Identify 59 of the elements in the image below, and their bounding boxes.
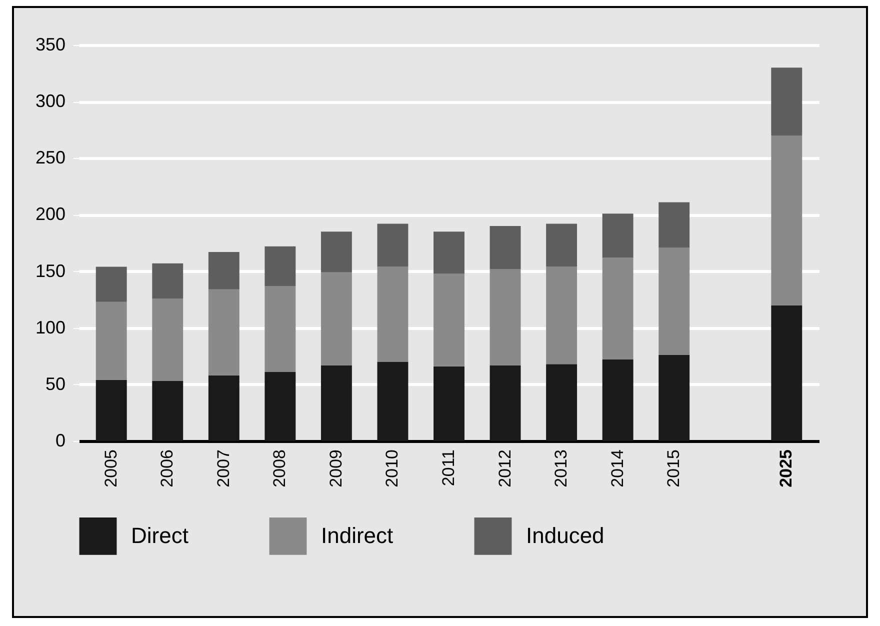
- bar: [490, 269, 521, 366]
- x-tick-label: 2015: [664, 450, 684, 488]
- bar: [546, 266, 578, 364]
- bar: [434, 232, 464, 274]
- bar: [152, 381, 184, 441]
- bar: [208, 289, 240, 376]
- bar: [96, 266, 127, 302]
- y-tick-label: 350: [35, 34, 66, 54]
- bar: [152, 298, 184, 382]
- bar: [208, 252, 240, 290]
- bar: [771, 136, 802, 306]
- bar: [320, 232, 352, 272]
- x-tick-label: 2014: [608, 450, 627, 488]
- bar: [771, 305, 802, 441]
- bar: [602, 258, 634, 360]
- x-tick-label: 2011: [439, 450, 458, 486]
- bar: [658, 202, 690, 248]
- bar: [320, 272, 352, 366]
- y-tick-label: 200: [35, 204, 66, 224]
- x-tick-label: 2007: [214, 450, 233, 488]
- x-tick-label: 2006: [158, 450, 177, 488]
- x-tick-label: 2008: [270, 450, 290, 488]
- bar: [546, 364, 578, 441]
- bar: [377, 224, 408, 267]
- bar: [434, 274, 464, 366]
- bar: [658, 248, 690, 356]
- bar: [264, 372, 296, 441]
- x-tick-label: 2013: [552, 450, 571, 488]
- x-tick-label: 2010: [382, 450, 402, 488]
- bar: [434, 366, 464, 441]
- y-tick-label: 100: [35, 317, 66, 338]
- y-tick-label: 0: [55, 430, 66, 450]
- x-tick-label: 2005: [101, 450, 120, 488]
- y-tick-label: 250: [35, 148, 66, 168]
- bar: [377, 362, 408, 441]
- x-tick-label: 2012: [495, 450, 514, 488]
- y-tick-label: 300: [35, 91, 66, 112]
- bar: [208, 375, 240, 441]
- bar: [490, 226, 521, 270]
- bar: [264, 286, 296, 372]
- bar: [96, 380, 127, 441]
- bar: [377, 266, 408, 362]
- bar: [771, 68, 802, 136]
- bar: [602, 214, 634, 258]
- bar: [658, 355, 690, 441]
- legend-label: Indirect: [321, 523, 394, 548]
- legend-label: Direct: [131, 523, 188, 548]
- bar: [602, 360, 634, 441]
- bar: [546, 224, 578, 267]
- legend-label: Induced: [526, 523, 604, 548]
- y-tick-label: 50: [45, 374, 66, 394]
- y-tick-label: 150: [35, 260, 66, 281]
- x-tick-label: 2025: [776, 450, 796, 488]
- bar: [490, 365, 521, 441]
- bar: [152, 263, 184, 298]
- bar: [264, 246, 296, 286]
- bar: [320, 365, 352, 441]
- x-tick-label: 2009: [326, 450, 346, 488]
- bar: [96, 302, 127, 380]
